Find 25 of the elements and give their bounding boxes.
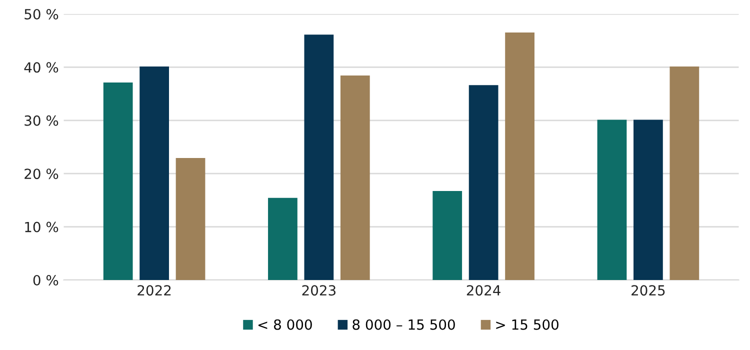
bar — [468, 85, 498, 280]
y-tick-label: 30 % — [24, 115, 58, 126]
bar — [304, 34, 334, 280]
y-tick-label: 50 % — [24, 8, 58, 20]
legend-label: 8 000 – 15 500 — [352, 319, 455, 330]
y-tick-label: 10 % — [25, 222, 58, 232]
legend-label: < 8 000 — [258, 319, 312, 330]
bar — [670, 66, 700, 280]
y-tick-label: 20 % — [24, 168, 58, 180]
y-tick-label: 40 % — [24, 62, 58, 73]
bar — [505, 32, 534, 280]
bar — [432, 190, 462, 280]
x-tick-label: 2025 — [632, 285, 665, 296]
y-tick-label: 0 % — [33, 274, 58, 286]
bar — [103, 82, 133, 280]
bar — [597, 120, 627, 280]
bar — [176, 158, 206, 280]
bar — [634, 120, 663, 280]
bar — [140, 66, 169, 280]
bar — [340, 76, 370, 280]
x-tick-label: 2023 — [302, 285, 336, 296]
x-tick-label: 2024 — [466, 285, 500, 296]
legend-label: > 15 500 — [496, 319, 558, 330]
x-tick-label: 2022 — [138, 285, 171, 296]
bar — [268, 198, 298, 280]
